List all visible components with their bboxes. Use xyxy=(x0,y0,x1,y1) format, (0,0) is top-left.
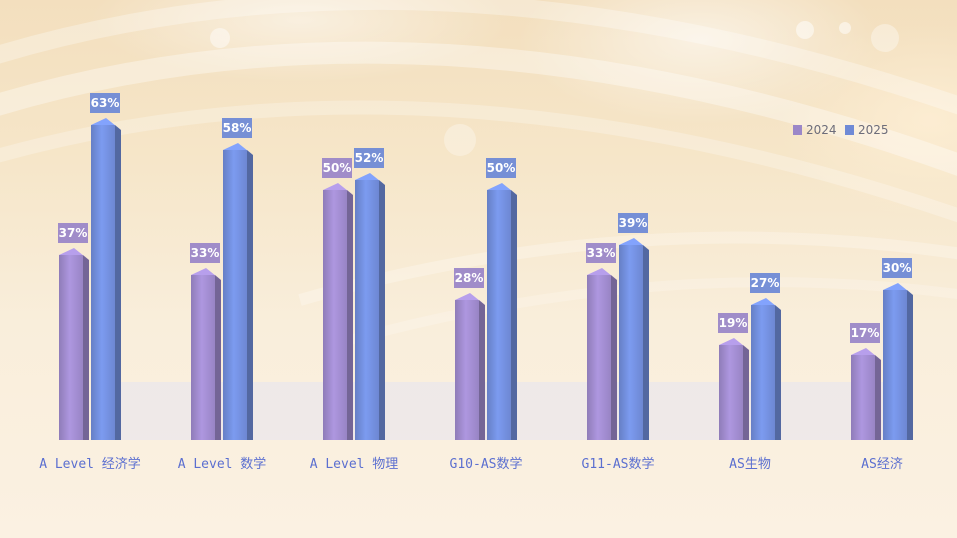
bar-2024-0 xyxy=(59,248,89,440)
category-label-4: G11-AS数学 xyxy=(582,456,655,472)
value-label-text: 58% xyxy=(223,121,252,135)
value-label-text: 37% xyxy=(59,226,88,240)
value-label-2024-3: 28% xyxy=(454,268,484,288)
bar-2025-1 xyxy=(223,143,253,440)
legend: 2024 2025 xyxy=(793,123,889,137)
legend-label: 2025 xyxy=(858,123,889,137)
bar-2025-2 xyxy=(355,173,385,440)
bar-2025-6 xyxy=(883,283,913,440)
bar-2024-3 xyxy=(455,293,485,440)
value-label-text: 17% xyxy=(851,326,880,340)
bar-2024-5 xyxy=(719,338,749,440)
bar-2025-3 xyxy=(487,183,517,440)
value-label-2025-4: 39% xyxy=(618,213,648,233)
value-label-2025-3: 50% xyxy=(486,158,516,178)
bar-2025-4 xyxy=(619,238,649,440)
legend-label: 2024 xyxy=(806,123,837,137)
category-label-0: A Level 经济学 xyxy=(39,456,141,472)
value-label-text: 33% xyxy=(191,246,220,260)
value-label-text: 27% xyxy=(751,276,780,290)
bar-2024-4 xyxy=(587,268,617,440)
value-label-2024-6: 17% xyxy=(850,323,880,343)
value-label-text: 19% xyxy=(719,316,748,330)
category-label-3: G10-AS数学 xyxy=(450,456,523,472)
category-label-2: A Level 物理 xyxy=(310,457,399,472)
category-label-5: AS生物 xyxy=(729,457,771,472)
legend-swatch xyxy=(845,125,854,135)
value-label-text: 50% xyxy=(487,161,516,175)
legend-item-2024: 2024 xyxy=(793,123,837,137)
bar-2025-0 xyxy=(91,118,121,440)
value-label-2024-5: 19% xyxy=(718,313,748,333)
bar-2024-1 xyxy=(191,268,221,440)
bar-2025-5 xyxy=(751,298,781,440)
value-label-2024-4: 33% xyxy=(586,243,616,263)
value-label-2024-2: 50% xyxy=(322,158,352,178)
category-label-6: AS经济 xyxy=(861,457,903,472)
value-label-2024-1: 33% xyxy=(190,243,220,263)
value-label-2025-6: 30% xyxy=(882,258,912,278)
legend-item-2025: 2025 xyxy=(845,123,889,137)
value-label-2025-2: 52% xyxy=(354,148,384,168)
value-label-text: 33% xyxy=(587,246,616,260)
value-label-2025-1: 58% xyxy=(222,118,252,138)
value-label-text: 39% xyxy=(619,216,648,230)
legend-swatch xyxy=(793,125,802,135)
value-label-2025-5: 27% xyxy=(750,273,780,293)
value-label-text: 63% xyxy=(91,96,120,110)
value-label-text: 28% xyxy=(455,271,484,285)
value-label-text: 50% xyxy=(323,161,352,175)
value-label-2024-0: 37% xyxy=(58,223,88,243)
bars-layer xyxy=(59,118,913,440)
value-label-text: 30% xyxy=(883,261,912,275)
bar-2024-6 xyxy=(851,348,881,440)
category-label-1: A Level 数学 xyxy=(178,456,267,472)
value-label-text: 52% xyxy=(355,151,384,165)
value-label-2025-0: 63% xyxy=(90,93,120,113)
bar-2024-2 xyxy=(323,183,353,440)
